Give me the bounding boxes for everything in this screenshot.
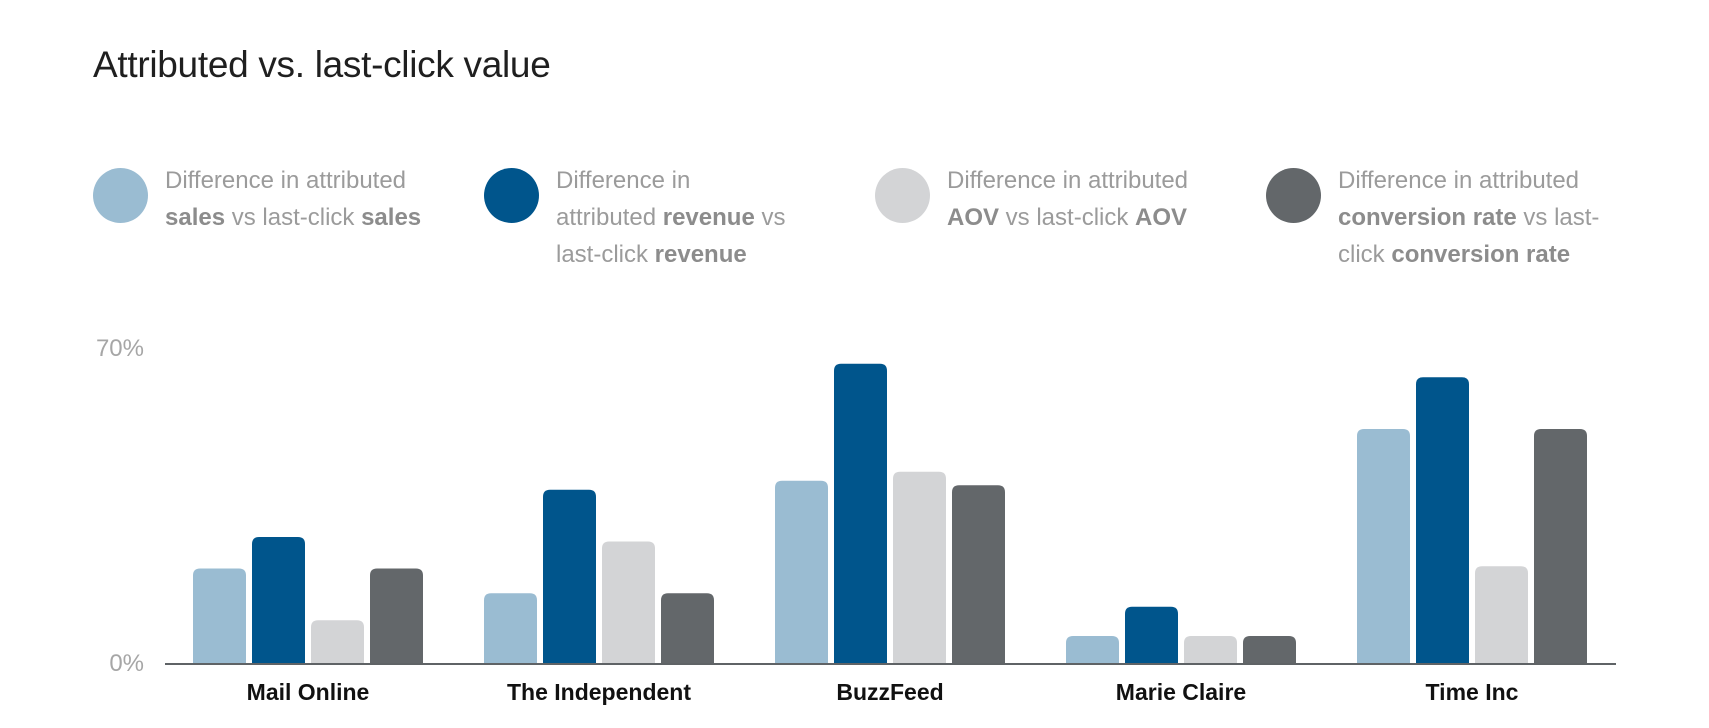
chart-title: Attributed vs. last-click value xyxy=(93,44,551,85)
bar xyxy=(952,485,1005,663)
x-tick-label: Mail Online xyxy=(247,679,370,705)
bar xyxy=(193,568,246,663)
dark-blue-circle-icon xyxy=(484,168,539,223)
bar xyxy=(602,541,655,663)
legend-label: Difference in attributed sales vs last-c… xyxy=(165,167,422,231)
dark-gray-circle-icon xyxy=(1266,168,1321,223)
bar xyxy=(252,537,305,663)
x-tick-label: Marie Claire xyxy=(1116,679,1246,705)
bar xyxy=(1534,429,1587,663)
bars-group xyxy=(193,363,1587,663)
legend-label: Difference in attributed revenue vs last… xyxy=(556,167,786,268)
bar xyxy=(1243,636,1296,663)
bar xyxy=(1475,566,1528,663)
y-tick-label: 0% xyxy=(109,650,144,677)
legend-label: Difference in attributed conversion rate… xyxy=(1338,167,1600,268)
x-tick-label: Time Inc xyxy=(1426,679,1519,705)
bar xyxy=(834,363,887,663)
bar xyxy=(484,593,537,663)
bar xyxy=(1416,377,1469,663)
bar xyxy=(370,568,423,663)
legend-label: Difference in attributed AOV vs last-cli… xyxy=(947,167,1189,231)
light-blue-circle-icon xyxy=(93,168,148,223)
bar xyxy=(1357,429,1410,663)
bar xyxy=(775,480,828,663)
bar xyxy=(893,471,946,663)
x-tick-label: The Independent xyxy=(507,679,691,705)
x-tick-label: BuzzFeed xyxy=(836,679,943,705)
y-tick-label: 70% xyxy=(96,335,144,362)
y-axis-ticks: 0% 70% xyxy=(96,335,144,677)
bar xyxy=(1125,606,1178,663)
x-axis-categories: Mail Online The Independent BuzzFeed Marie … xyxy=(247,679,1519,705)
bar xyxy=(661,593,714,663)
bar xyxy=(1066,636,1119,663)
bar xyxy=(311,620,364,663)
light-gray-circle-icon xyxy=(875,168,930,223)
bar xyxy=(1184,636,1237,663)
bar xyxy=(543,489,596,663)
